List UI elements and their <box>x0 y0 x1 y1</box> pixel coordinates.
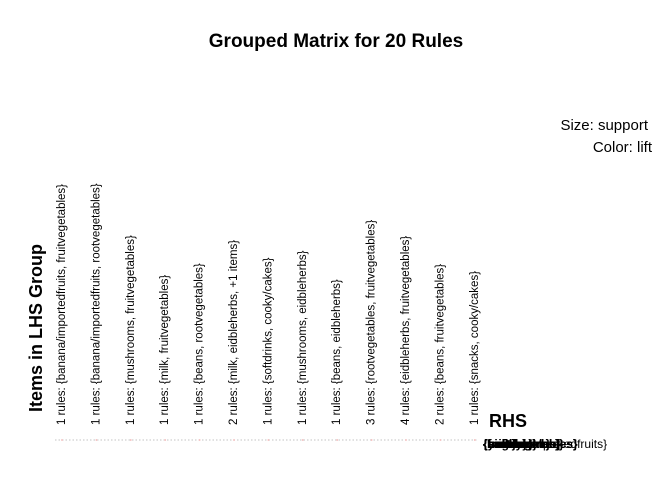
rhs-label: {banana/importedfruits} <box>483 437 607 451</box>
lhs-group-label: 2 rules: {beans, fruitvegetables} <box>434 264 446 425</box>
data-point <box>233 439 235 441</box>
lhs-group-label: 1 rules: {banana/importedfruits, fruitve… <box>56 184 68 425</box>
lhs-group-label: 4 rules: {eidbleherbs, fruitvegetables} <box>400 236 412 425</box>
lhs-group-label: 1 rules: {mushrooms, eidbleherbs} <box>297 250 309 425</box>
legend-size-label: Size: support <box>560 117 648 134</box>
data-point <box>198 439 201 441</box>
lhs-group-label: 1 rules: {snacks, cooky/cakes} <box>469 271 481 425</box>
data-point <box>164 439 167 441</box>
rhs-label: {rootvegetables} <box>483 437 578 451</box>
data-points <box>61 439 476 441</box>
x-axis-label: Items in LHS Group <box>26 244 46 412</box>
y-axis-label: RHS <box>489 411 527 431</box>
chart-title: Grouped Matrix for 20 Rules <box>209 31 463 52</box>
lhs-group-labels: 1 rules: {banana/importedfruits, fruitve… <box>56 183 481 425</box>
rhs-label: {beans} <box>483 437 527 451</box>
legend-color-label: Color: lift <box>593 139 653 156</box>
data-point <box>129 439 132 441</box>
lhs-group-label: 1 rules: {banana/importedfruits, rootveg… <box>90 183 102 425</box>
rhs-label: {snacks} <box>483 437 533 451</box>
rhs-label: {milk} <box>483 437 517 451</box>
rhs-label: {fruitvegetables} <box>483 437 578 451</box>
lhs-group-label: 1 rules: {beans, rootvegetables} <box>194 263 206 425</box>
data-point <box>61 439 63 441</box>
data-point <box>267 439 270 441</box>
data-point <box>473 439 476 441</box>
rhs-labels: {fruitvegetables}{rootvegetables}{eidble… <box>483 437 607 451</box>
lhs-group-label: 1 rules: {mushrooms, fruitvegetables} <box>125 235 137 425</box>
data-point <box>301 439 304 441</box>
lhs-group-label: 1 rules: {milk, fruitvegetables} <box>159 275 171 425</box>
data-point <box>336 439 339 441</box>
data-point <box>370 439 373 441</box>
rhs-label: {mushrooms} <box>483 437 561 451</box>
rhs-label: {softdrinks} <box>483 437 551 451</box>
data-point <box>405 439 407 441</box>
rhs-label: {yoghurt} <box>483 437 537 451</box>
rhs-label: {cooky/cakes} <box>483 437 564 451</box>
lhs-group-label: 1 rules: {softdrinks, cooky/cakes} <box>262 257 274 425</box>
rhs-label: {eidbleherbs} <box>483 437 560 451</box>
data-point <box>439 439 442 441</box>
lhs-group-label: 3 rules: {rootvegetables, fruitvegetable… <box>366 220 378 425</box>
data-point <box>95 439 98 441</box>
lhs-group-label: 1 rules: {beans, eidbleherbs} <box>331 279 343 425</box>
lhs-group-label: 2 rules: {milk, eidbleherbs, +1 items} <box>228 240 240 425</box>
